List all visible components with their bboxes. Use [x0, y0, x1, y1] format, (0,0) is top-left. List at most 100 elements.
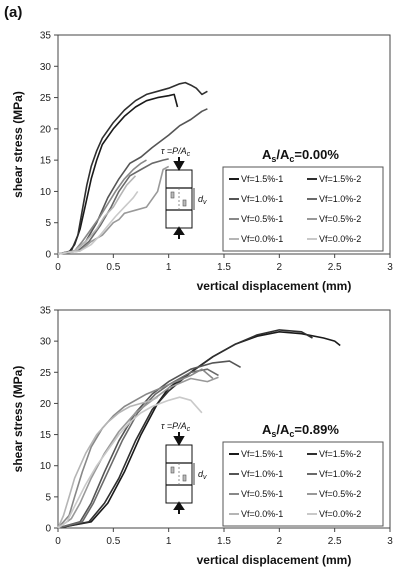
legend-label: Vf=1.0%-1	[241, 469, 283, 479]
series-line-2	[57, 329, 313, 529]
tau-subscript: c	[187, 426, 191, 433]
y-tick-label: 30	[40, 337, 52, 348]
y-tick-label: 30	[40, 62, 52, 73]
tau-text: τ =P/A	[161, 146, 187, 156]
y-tick-label: 20	[40, 124, 52, 135]
legend-label: Vf=1.0%-1	[241, 194, 283, 204]
x-tick-label: 1	[166, 536, 172, 547]
x-tick-label: 3	[387, 536, 393, 547]
legend-label: Vf=0.5%-2	[319, 489, 361, 499]
legend-label: Vf=1.5%-2	[319, 174, 361, 184]
y-axis-title: shear stress (MPa)	[11, 91, 25, 198]
y-tick-label: 5	[45, 492, 51, 503]
y-tick-label: 15	[40, 156, 52, 167]
legend-box	[222, 441, 384, 527]
y-tick-label: 15	[40, 430, 52, 441]
ratio-text: A	[262, 422, 272, 437]
legend-label: Vf=1.5%-1	[241, 174, 283, 184]
y-tick-label: 35	[40, 306, 52, 317]
x-tick-label: 2.5	[328, 536, 342, 547]
gauge-upper	[170, 191, 175, 199]
y-tick-label: 0	[45, 524, 51, 535]
ratio-text: =0.00%	[294, 147, 339, 162]
x-tick-label: 3	[387, 262, 393, 273]
x-axis-title: vertical displacement (mm)	[197, 279, 352, 293]
y-tick-label: 35	[40, 31, 52, 42]
load-arrow-bottom	[173, 501, 185, 514]
y-tick-label: 10	[40, 187, 52, 198]
chart-bottom: 0 5 10 15 20 25 30 35 0 0.5 1 1.5 2 2.5 3 vertical disp…	[11, 306, 393, 568]
legend-label: Vf=1.5%-1	[241, 449, 283, 459]
x-tick-label: 2	[277, 262, 283, 273]
tau-formula: τ =P/Ac	[161, 421, 191, 433]
y-tick-label: 5	[45, 218, 51, 229]
ratio-text: /A	[276, 147, 290, 162]
ratio-subscript: s	[271, 429, 276, 439]
legend-box	[222, 166, 384, 252]
load-arrow-bottom	[173, 226, 185, 239]
legend-label: Vf=1.0%-2	[319, 469, 361, 479]
legend-label: Vf=0.0%-2	[319, 234, 361, 244]
series-line-8	[57, 190, 139, 255]
dv-subscript: v	[203, 474, 207, 481]
legend-label: Vf=0.0%-1	[241, 234, 283, 244]
series-line-7	[57, 175, 137, 255]
series-line-5	[57, 159, 147, 255]
gauge-lower	[182, 474, 187, 482]
x-tick-label: 0.5	[106, 536, 120, 547]
series-line-2	[57, 81, 208, 255]
ratio-annotation: As/Ac=0.89%	[262, 422, 339, 439]
specimen-body	[165, 444, 193, 504]
series-line-4	[57, 158, 169, 255]
legend-label: Vf=0.0%-2	[319, 509, 361, 519]
ratio-annotation: As/Ac=0.00%	[262, 147, 339, 164]
series-line-5	[57, 368, 214, 529]
tau-text: τ =P/A	[161, 421, 187, 431]
legend-label: Vf=0.5%-1	[241, 489, 283, 499]
x-tick-label: 1.5	[217, 262, 231, 273]
legend-label: Vf=1.5%-2	[319, 449, 361, 459]
x-tick-label: 2.5	[328, 262, 342, 273]
x-axis-title: vertical displacement (mm)	[197, 553, 352, 567]
dv-text: d	[198, 194, 204, 204]
y-tick-label: 0	[45, 250, 51, 261]
gauge-lower	[182, 199, 187, 207]
chart-top: 0 5 10 15 20 25 30 35 0 0.5 1 1.5 2 2.5 3 vertical disp…	[11, 31, 393, 294]
dv-subscript: v	[203, 199, 207, 206]
series-line-7	[57, 396, 158, 529]
gauge-upper	[170, 466, 175, 474]
dv-label: dv	[198, 194, 207, 206]
x-tick-label: 0	[55, 262, 61, 273]
x-tick-label: 0	[55, 536, 61, 547]
load-arrow-top	[173, 157, 185, 172]
ratio-text: A	[262, 147, 272, 162]
ratio-subscript: c	[289, 154, 294, 164]
dv-label: dv	[198, 469, 207, 481]
specimen-body	[165, 169, 193, 229]
x-tick-label: 1	[166, 262, 172, 273]
x-tick-label: 2	[277, 536, 283, 547]
tau-formula: τ =P/Ac	[161, 146, 191, 158]
series-line-6	[57, 165, 170, 255]
ratio-subscript: s	[271, 154, 276, 164]
ratio-text: /A	[276, 422, 290, 437]
y-axis-title: shear stress (MPa)	[11, 366, 25, 473]
y-tick-label: 25	[40, 368, 52, 379]
y-tick-label: 20	[40, 399, 52, 410]
legend-label: Vf=0.5%-2	[319, 214, 361, 224]
panel-label: (a)	[4, 4, 22, 21]
y-tick-label: 10	[40, 461, 52, 472]
legend-label: Vf=1.0%-2	[319, 194, 361, 204]
series-line-3	[57, 360, 241, 529]
legend-label: Vf=0.0%-1	[241, 509, 283, 519]
ratio-subscript: c	[289, 429, 294, 439]
x-tick-label: 0.5	[106, 262, 120, 273]
load-arrow-top	[173, 432, 185, 447]
legend-label: Vf=0.5%-1	[241, 214, 283, 224]
dv-text: d	[198, 469, 204, 479]
tau-subscript: c	[187, 151, 191, 158]
x-tick-label: 1.5	[217, 536, 231, 547]
series-line-8	[57, 396, 203, 529]
y-tick-label: 25	[40, 93, 52, 104]
